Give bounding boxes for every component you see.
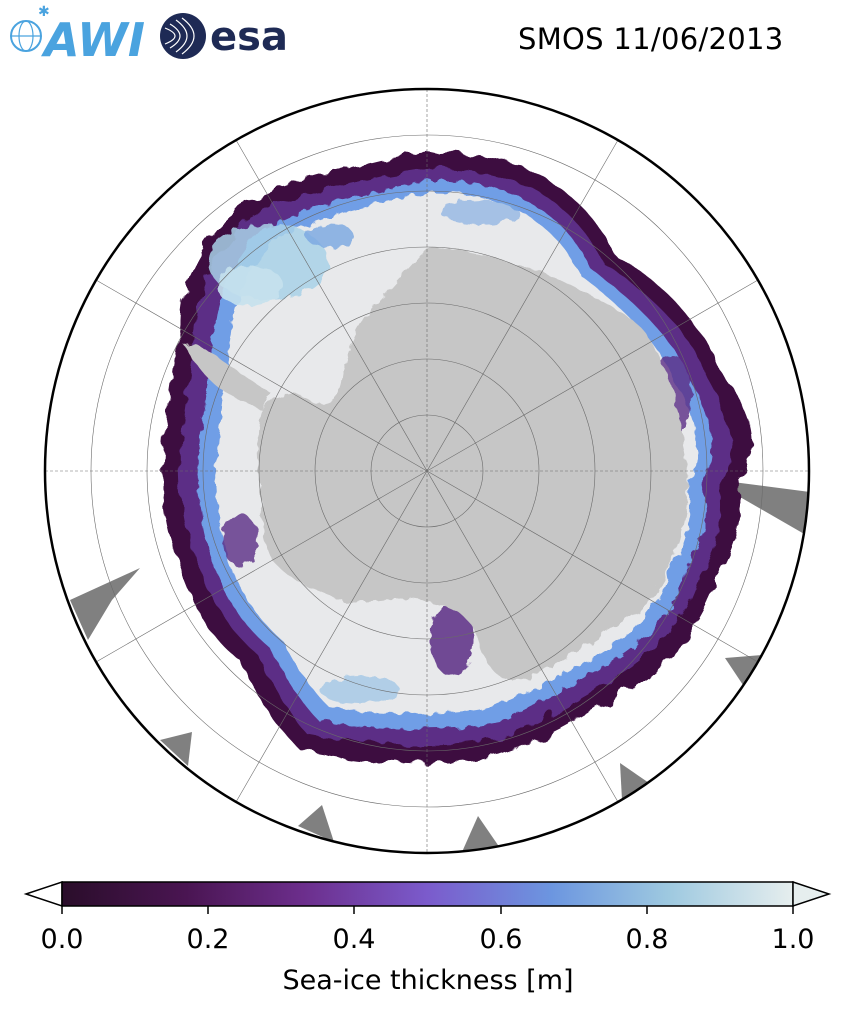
awi-logo-text: AWI	[41, 13, 145, 67]
colorbar-tick-label: 1.0	[771, 924, 815, 955]
colorbar-extend-max	[792, 880, 832, 908]
colorbar-ticks	[61, 906, 794, 914]
colorbar-label: Sea-ice thickness [m]	[282, 965, 574, 996]
colorbar-extend-min	[23, 880, 63, 908]
no-data-regions	[70, 482, 809, 852]
colorbar-tick-label: 0.0	[40, 924, 84, 955]
logo-bar: ✱ AWI esa	[10, 4, 288, 67]
sea-ice-map	[43, 87, 811, 855]
esa-logo-text: esa	[210, 14, 288, 60]
page-title: SMOS 11/06/2013	[518, 22, 784, 56]
colorbar-gradient	[61, 881, 794, 907]
map-boundary	[43, 87, 811, 855]
colorbar	[23, 880, 832, 914]
antarctica-land	[257, 248, 688, 681]
colorbar-tick-label: 0.4	[332, 924, 376, 955]
graticule	[45, 89, 809, 853]
antarctic-peninsula	[184, 343, 270, 410]
colorbar-tick-label: 0.6	[479, 924, 523, 955]
esa-logo: esa	[160, 13, 288, 60]
awi-logo: ✱ AWI	[10, 4, 145, 67]
colorbar-tick-label: 0.2	[186, 924, 230, 955]
colorbar-tick-label: 0.8	[625, 924, 669, 955]
svg-text:✱: ✱	[38, 4, 50, 20]
